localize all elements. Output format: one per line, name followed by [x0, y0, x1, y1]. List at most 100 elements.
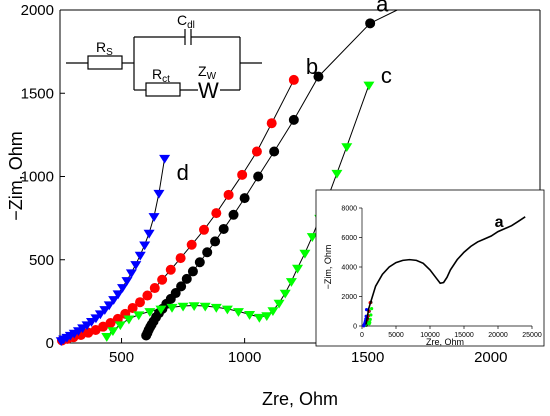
inset-y-tick-label: 8000	[341, 206, 357, 213]
series-c-point	[299, 249, 311, 259]
series-c-point	[188, 302, 200, 312]
series-d-point	[143, 229, 155, 239]
inset-x-tick-label: 10000	[420, 332, 440, 339]
series-b-point	[175, 253, 186, 264]
rs-label: RS	[96, 39, 113, 58]
series-b-tag: b	[306, 54, 318, 79]
series-b-point	[237, 169, 248, 180]
inset-series-c-point	[369, 313, 373, 317]
zw-label: ZW	[198, 63, 217, 82]
series-c-point	[133, 311, 145, 321]
series-a-tag: a	[376, 0, 389, 16]
resistor-rs	[87, 55, 123, 70]
series-b-point	[223, 189, 234, 200]
x-tick-label: 500	[109, 349, 134, 366]
y-tick-label: 2000	[21, 2, 54, 19]
series-b-point	[186, 239, 197, 250]
inset-series-c-point	[368, 320, 372, 325]
series-a-point	[176, 281, 187, 292]
cdl-label: Cdl	[177, 12, 195, 31]
series-a-point	[187, 266, 198, 277]
inset-y-title: −Zim, Ohm	[323, 245, 333, 290]
series-b-point	[142, 290, 153, 301]
series-d-point	[148, 213, 160, 222]
series-c-point	[166, 303, 178, 313]
series-c-point	[253, 313, 265, 323]
inset-y-tick-label: 6000	[341, 235, 357, 242]
series-d-point	[153, 189, 165, 199]
series-d-point	[121, 277, 133, 286]
series-c-point	[273, 299, 285, 309]
inset-series-a-line	[365, 216, 526, 325]
series-c-point	[101, 333, 113, 342]
y-axis-ticks: 0 500 1000 1500 2000	[21, 2, 65, 352]
series-a-point	[239, 193, 250, 204]
series-c-point	[363, 81, 375, 91]
inset-x-title: Zre, Ohm	[426, 337, 464, 347]
inset-x-tick-label: 25000	[522, 332, 542, 339]
y-tick-label: 1500	[21, 85, 54, 102]
series-c-point	[279, 289, 291, 299]
series-c-point	[221, 305, 233, 315]
inset-y-tick-label: 4000	[341, 265, 357, 272]
series-c-point	[155, 305, 167, 315]
series-d-point	[130, 261, 142, 270]
y-tick-label: 500	[29, 252, 54, 269]
warburg-symbol: W	[198, 78, 219, 103]
x-tick-label: 1500	[351, 349, 384, 366]
series-d-point	[134, 251, 146, 261]
series-b-point	[157, 274, 168, 285]
series-c-point	[261, 312, 273, 322]
series-d-point	[108, 296, 120, 305]
series-c-point	[341, 143, 353, 153]
inset-plot: 0 5000 10000 15000 20000 25000 0 2000 4000 6000 8…	[315, 189, 545, 347]
inset-x-tick-label: 20000	[488, 332, 508, 339]
series-b-point	[211, 208, 222, 219]
series-c-point	[107, 327, 119, 337]
series-b-point	[199, 224, 209, 235]
series-a-point	[253, 171, 264, 182]
series-c-point	[177, 302, 189, 312]
x-axis-title: Zre, Ohm	[262, 389, 338, 409]
inset-y-ticks: 0 2000 4000 6000 8000	[341, 206, 362, 331]
series-a-point	[228, 209, 239, 220]
inset-x-tick-label: 5000	[388, 332, 404, 339]
series-b-point	[135, 297, 145, 308]
series-c-point	[144, 308, 156, 317]
series-d-point	[159, 154, 171, 164]
y-tick-label: 0	[46, 335, 54, 352]
series-c-point	[244, 311, 256, 320]
series-c-point	[210, 303, 222, 313]
plot-area: 500 1000 1500 2000 0 500 1000 1500 2000 a b c d	[21, 0, 541, 366]
inset-y-tick-label: 2000	[341, 294, 357, 301]
inset-x-tick-label: 0	[360, 332, 364, 339]
series-b-point	[165, 264, 176, 275]
series-d-point	[125, 269, 137, 279]
series-a-point	[288, 114, 299, 125]
rct-label: Rct	[152, 66, 170, 85]
series-c-point	[123, 315, 135, 325]
inset-series-d-point	[364, 308, 369, 312]
series-c-point	[199, 302, 211, 312]
series-b-point	[251, 146, 262, 157]
equivalent-circuit	[66, 29, 262, 97]
inset-series-c-point	[368, 317, 372, 321]
series-d-point	[117, 284, 129, 293]
series-a-point	[365, 18, 376, 29]
series-d-tag: d	[177, 160, 189, 185]
series-b-line	[61, 79, 295, 341]
series-a-point	[210, 236, 221, 247]
series-c-point	[306, 233, 318, 242]
series-d-point	[90, 314, 102, 324]
series-d-point	[99, 306, 111, 315]
series-layer	[55, 9, 398, 347]
y-axis-title: −Zim, Ohm	[6, 131, 26, 221]
series-c-point	[267, 307, 279, 317]
series-c-point	[292, 264, 304, 274]
series-c-point	[331, 169, 343, 179]
x-tick-label: 2000	[474, 349, 507, 366]
series-a-point	[170, 288, 181, 299]
y-tick-label: 1000	[21, 169, 54, 186]
series-a-point	[218, 223, 229, 234]
